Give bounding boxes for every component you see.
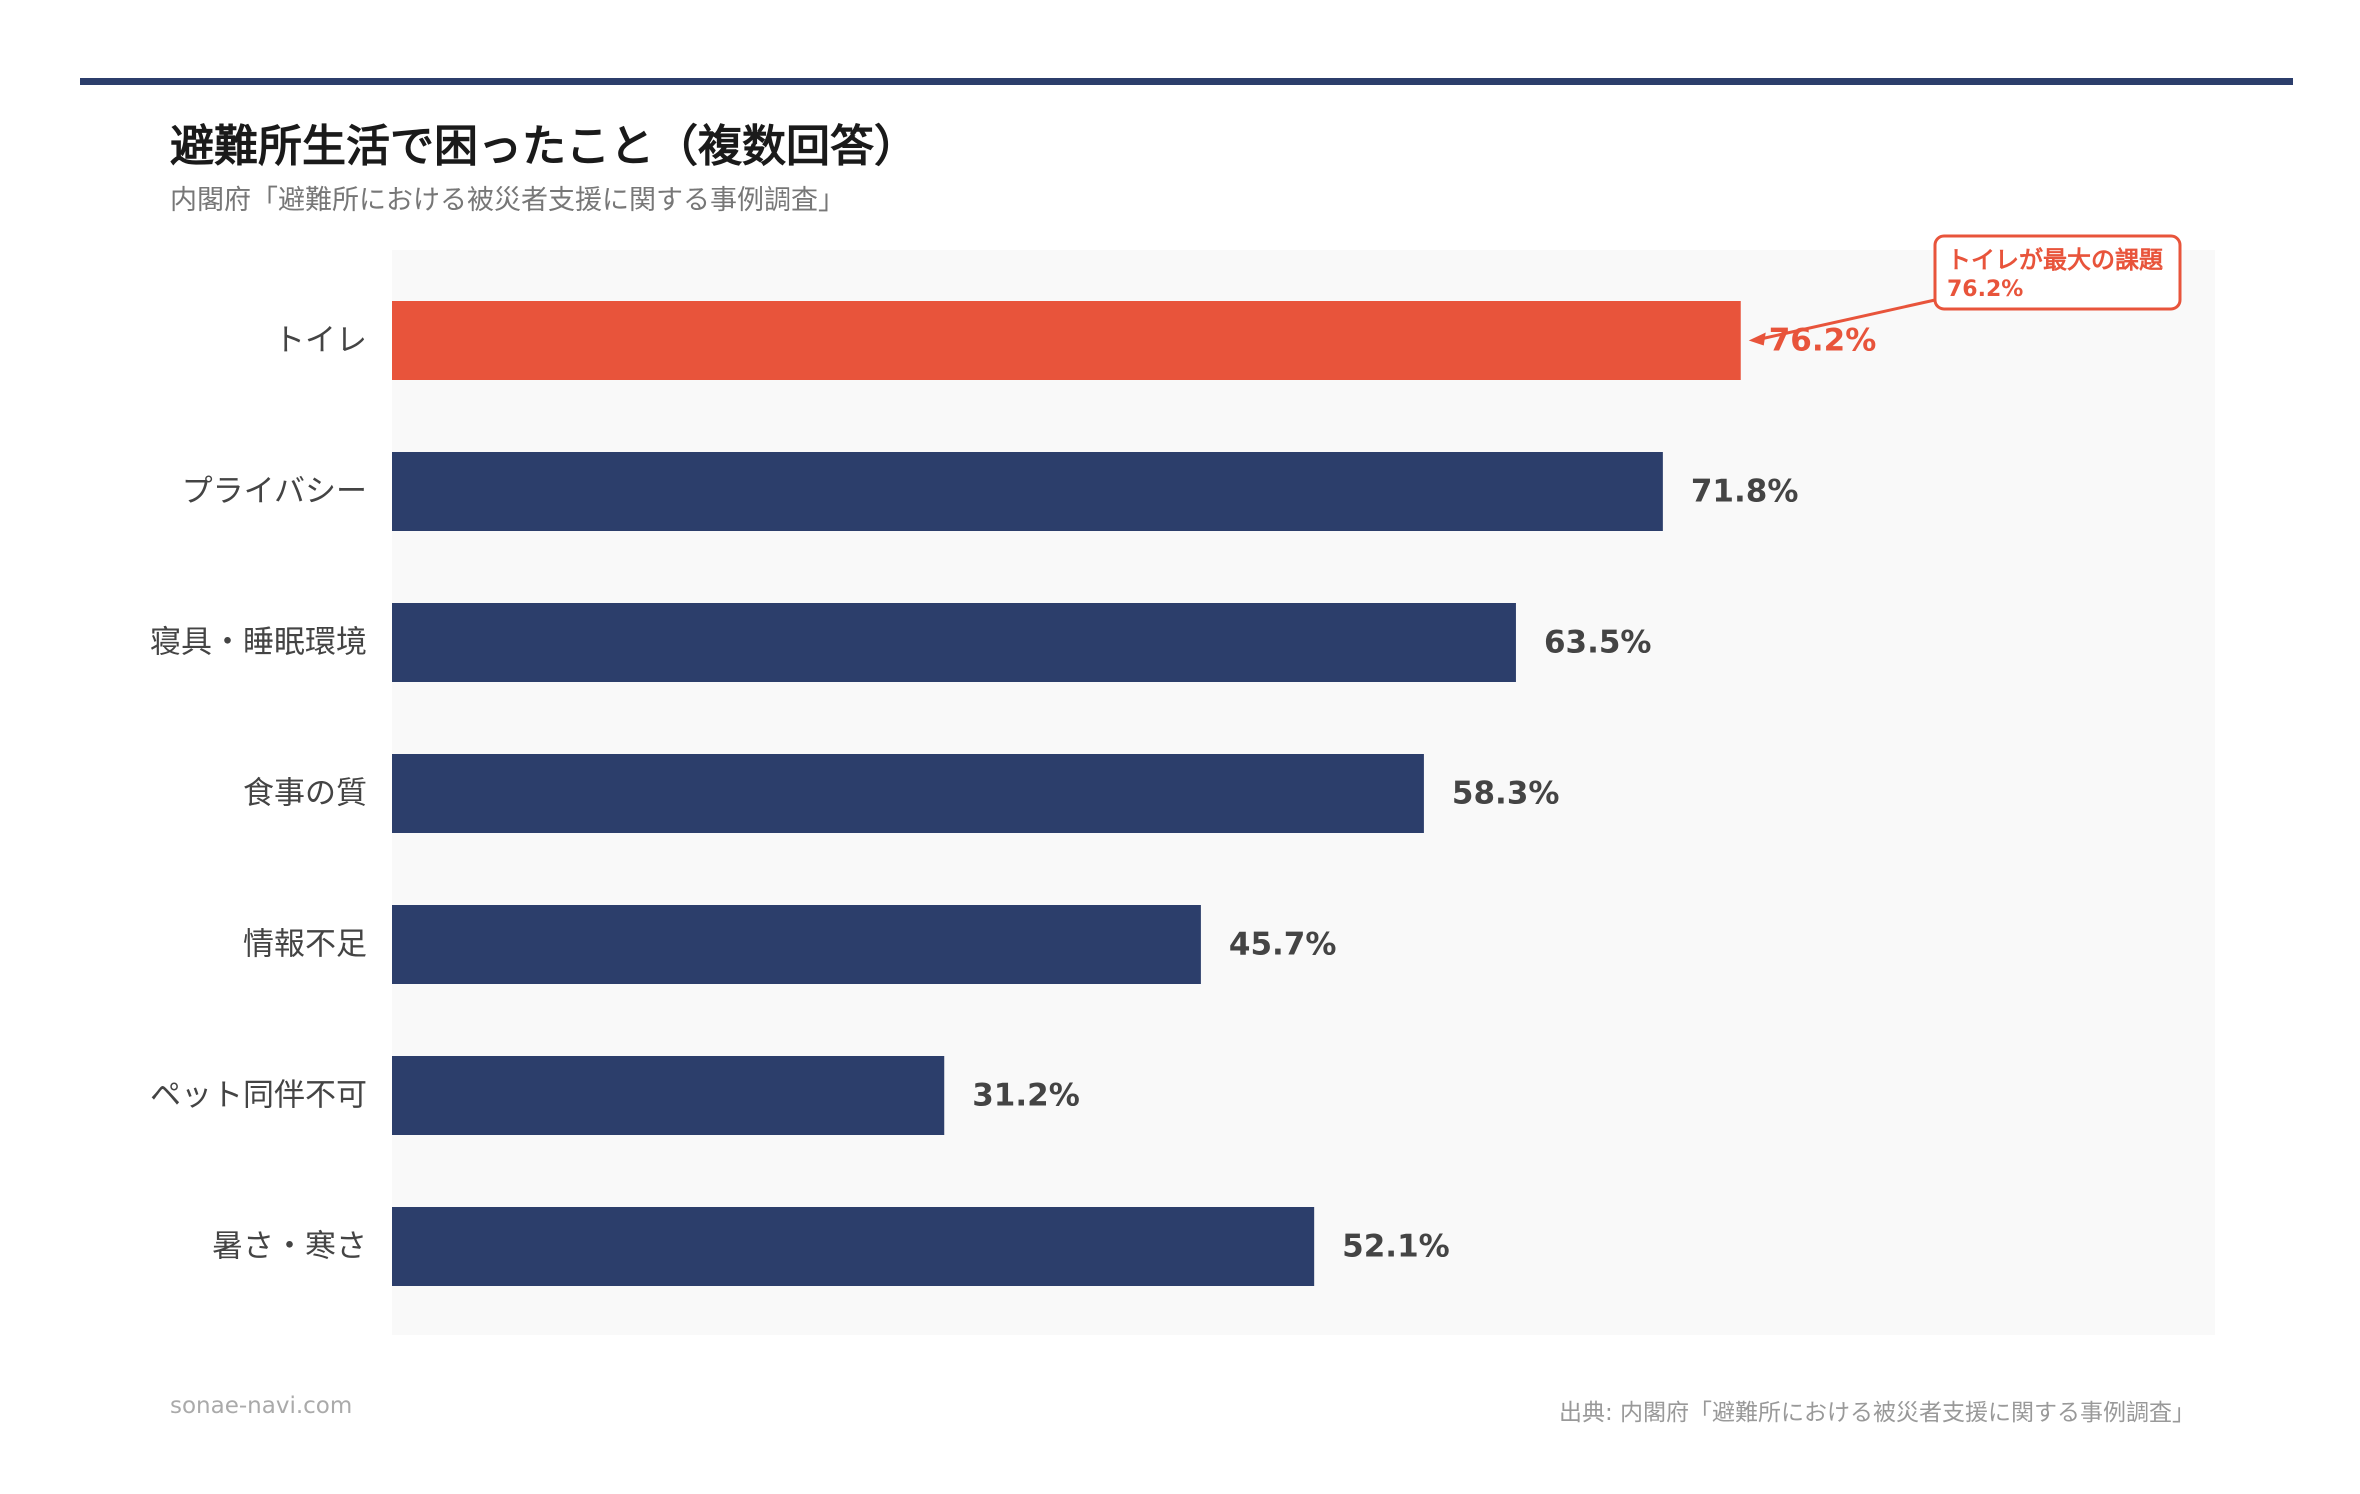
bar-3 (392, 603, 1516, 682)
callout-annotation: トイレが最大の課題 76.2% (1748, 234, 2182, 346)
bar-4 (392, 754, 1424, 833)
category-label-3: 寝具・睡眠環境 (150, 625, 367, 661)
callout-leader-line (1762, 298, 1936, 340)
value-label-1: 76.2% (1769, 323, 1877, 359)
value-label-2: 71.8% (1691, 474, 1799, 510)
top-rule (80, 78, 2293, 85)
category-label-6: ペット同伴不可 (150, 1078, 367, 1114)
value-label-4: 58.3% (1452, 776, 1560, 812)
bars (392, 301, 1741, 1286)
footer-site: sonae-navi.com (170, 1393, 353, 1419)
value-label-3: 63.5% (1544, 625, 1652, 661)
category-label-5: 情報不足 (243, 927, 367, 963)
bar-5 (392, 905, 1201, 984)
category-label-2: プライバシー (182, 474, 367, 510)
footer-source: 出典: 内閣府「避難所における被災者支援に関する事例調査」 (1558, 1400, 2195, 1426)
value-labels: 76.2% 71.8% 63.5% 58.3% 45.7% 31.2% 52.1% (972, 323, 1876, 1265)
bar-7 (392, 1207, 1315, 1286)
bar-6 (392, 1056, 945, 1135)
callout-title: トイレが最大の課題 (1947, 246, 2164, 274)
callout-value: 76.2% (1947, 277, 2023, 302)
category-label-7: 暑さ・寒さ (212, 1229, 367, 1265)
bar-2 (392, 452, 1663, 531)
callout-box (1933, 234, 2182, 311)
value-label-6: 31.2% (972, 1078, 1080, 1114)
category-label-4: 食事の質 (243, 776, 367, 812)
value-label-5: 45.7% (1229, 927, 1337, 963)
callout-arrowhead (1748, 332, 1766, 346)
category-label-1: トイレ (274, 323, 367, 359)
bar-1 (392, 301, 1741, 380)
chart-subtitle: 内閣府「避難所における被災者支援に関する事例調査」 (170, 185, 845, 216)
chart-title: 避難所生活で困ったこと（複数回答） (170, 121, 918, 172)
value-label-7: 52.1% (1342, 1229, 1450, 1265)
